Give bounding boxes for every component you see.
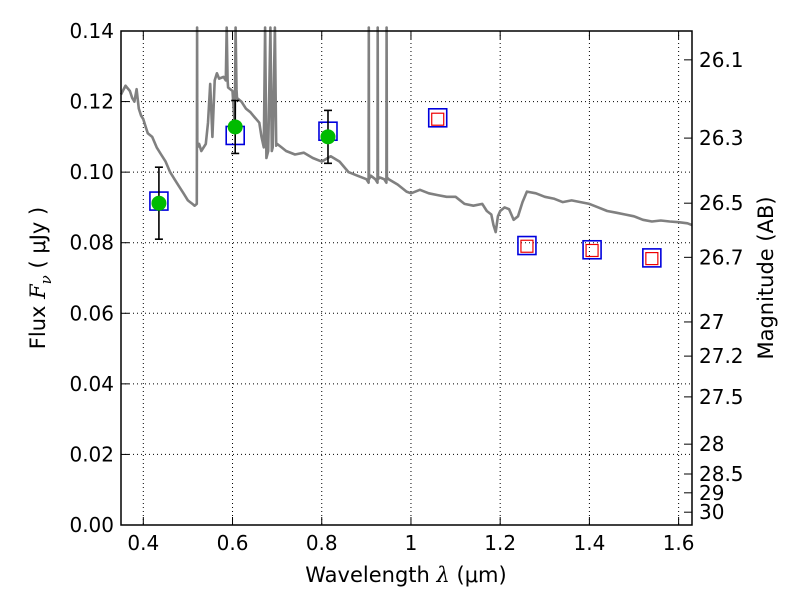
observed-flux-point	[227, 119, 243, 135]
y2-tick-label: 26.1	[699, 48, 744, 72]
plot-frame	[120, 30, 693, 526]
grid-lines	[121, 31, 692, 525]
x-tick-label: 0.8	[306, 531, 338, 555]
y2-axis-label: Magnitude (AB)	[754, 196, 778, 359]
y2-tick-label: 28	[699, 432, 724, 456]
x-tick-label: 1.2	[484, 531, 516, 555]
y-tick-label: 0.06	[69, 301, 114, 325]
y2-tick-label: 26.5	[699, 191, 744, 215]
upper-limit-square	[520, 239, 534, 253]
y2-tick-label: 30	[699, 500, 724, 524]
y2-tick-label: 27.2	[699, 344, 744, 368]
y2-tick-label: 28.5	[699, 462, 744, 486]
x-tick-label: 1.6	[663, 531, 695, 555]
y-tick-label: 0.04	[69, 372, 114, 396]
upper-limit-square	[585, 243, 599, 258]
y-tick-label: 0.12	[69, 90, 114, 114]
y2-tick-label: 26.3	[699, 126, 744, 150]
model-flux-square	[642, 248, 662, 268]
observed-flux-point	[320, 129, 336, 145]
upper-limit-square	[431, 112, 445, 126]
model-sed-line	[119, 26, 693, 234]
y2-tick-label: 27.5	[699, 385, 744, 409]
x-tick-label: 1	[405, 531, 418, 555]
y-tick-label: 0.02	[69, 442, 114, 466]
x-tick-label: 0.6	[217, 531, 249, 555]
model-flux-square	[517, 235, 537, 256]
x-tick-label: 1.4	[573, 531, 605, 555]
sed-spectrum-line	[119, 26, 693, 234]
data-markers	[149, 99, 662, 268]
model-flux-square	[582, 239, 602, 260]
y-tick-label: 0.10	[69, 160, 114, 184]
x-axis-label: Wavelength λ (μm)	[305, 563, 506, 587]
axis-ticks: 0.4 0.6 0.8 1 1.2 1.4 1.6 0.00 0.02 0.04 0.06 0.08 0…	[69, 19, 743, 555]
observed-flux-point	[151, 195, 167, 211]
y-tick-label: 0.00	[69, 513, 114, 537]
x-tick-label: 0.4	[127, 531, 159, 555]
upper-limit-square	[645, 251, 659, 266]
y2-tick-label: 26.7	[699, 245, 744, 269]
y2-tick-label: 27	[699, 310, 724, 334]
y-tick-label: 0.14	[69, 19, 114, 43]
y-axis-label: Flux Fν ( μJy )	[26, 207, 55, 349]
y2-tick-label: 29	[699, 481, 724, 505]
y-tick-label: 0.08	[69, 231, 114, 255]
model-flux-square	[427, 108, 448, 128]
